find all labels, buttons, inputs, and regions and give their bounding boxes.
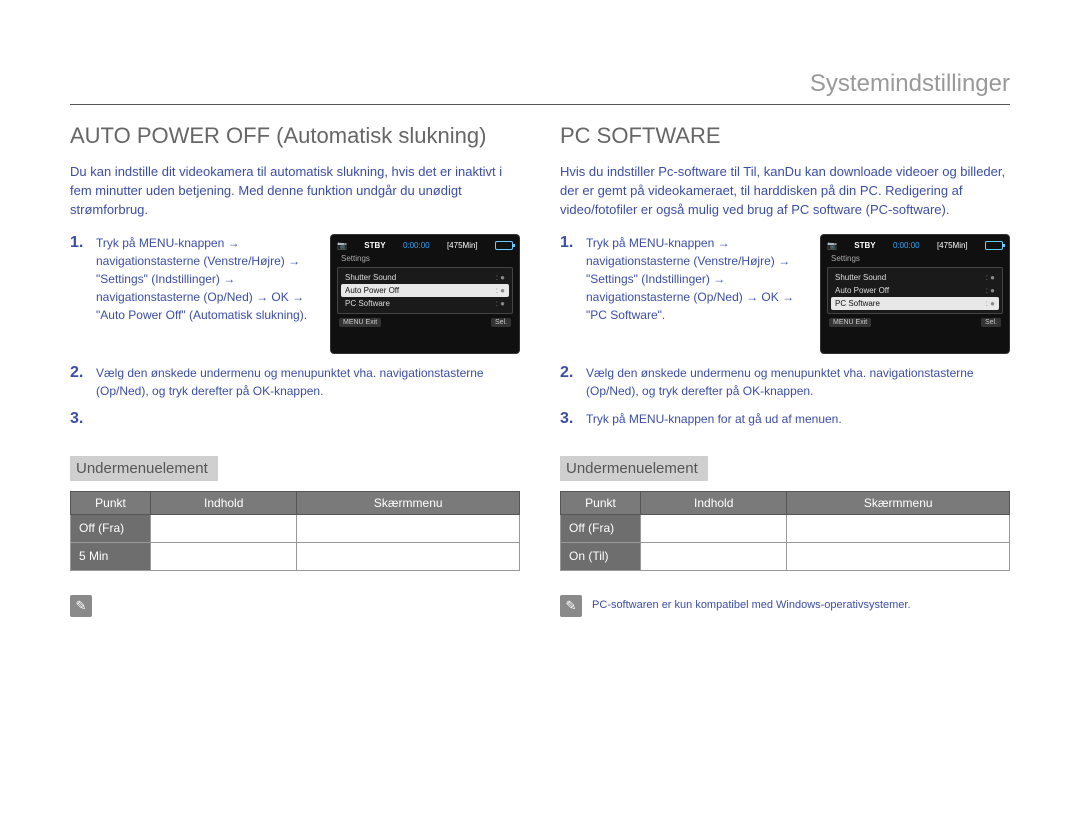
- lcd-camera-icon: 📷: [337, 241, 347, 250]
- lcd-ok-label: Sel.: [491, 318, 511, 327]
- lcd-ok-label: Sel.: [981, 318, 1001, 327]
- note-icon: ✎: [70, 595, 92, 617]
- th-punkt: Punkt: [561, 491, 641, 514]
- cell-menu: [297, 514, 520, 542]
- lcd-remain: [475Min]: [447, 241, 478, 250]
- cell-indhold: [151, 542, 297, 570]
- step-number: 2.: [70, 364, 88, 382]
- battery-icon: [495, 241, 513, 250]
- left-submenu-heading: Undermenuelement: [70, 456, 218, 481]
- lcd-menu: Shutter Sound: ● Auto Power Off: ● PC So…: [337, 267, 513, 314]
- cell-punkt: Off (Fra): [561, 514, 641, 542]
- lcd-exit-label: MENU Exit: [829, 318, 871, 327]
- lcd-stby: STBY: [364, 241, 385, 250]
- th-skaermmenu: Skærmmenu: [787, 491, 1010, 514]
- cell-indhold: [641, 542, 787, 570]
- th-punkt: Punkt: [71, 491, 151, 514]
- lcd-menu-item: Auto Power Off: ●: [831, 284, 999, 297]
- note-icon: ✎: [560, 595, 582, 617]
- left-step1-row: 1. Tryk på MENU-knappen → navigationstas…: [70, 234, 520, 354]
- lcd-menu-item: PC Software: ●: [341, 297, 509, 310]
- table-header-row: Punkt Indhold Skærmmenu: [561, 491, 1010, 514]
- th-indhold: Indhold: [151, 491, 297, 514]
- left-lcd-preview: 📷 STBY 0:00:00 [475Min] Settings Shutter…: [330, 234, 520, 354]
- right-column: PC SOFTWARE Hvis du indstiller Pc-softwa…: [560, 123, 1010, 617]
- step-number: 3.: [560, 410, 578, 428]
- lcd-stby: STBY: [854, 241, 875, 250]
- right-submenu-table: Punkt Indhold Skærmmenu Off (Fra) On (Ti…: [560, 491, 1010, 571]
- battery-icon: [985, 241, 1003, 250]
- lcd-settings-label: Settings: [831, 254, 1003, 263]
- lcd-remain: [475Min]: [937, 241, 968, 250]
- lcd-exit-label: MENU Exit: [339, 318, 381, 327]
- step-text: Vælg den ønskede undermenu og menupunkte…: [96, 364, 520, 400]
- cell-menu: [297, 542, 520, 570]
- lcd-menu-item: Shutter Sound: ●: [831, 271, 999, 284]
- step-number: 3.: [70, 410, 88, 428]
- cell-indhold: [641, 514, 787, 542]
- th-skaermmenu: Skærmmenu: [297, 491, 520, 514]
- th-indhold: Indhold: [641, 491, 787, 514]
- right-lcd-preview: 📷 STBY 0:00:00 [475Min] Settings Shutter…: [820, 234, 1010, 354]
- left-intro: Du kan indstille dit videokamera til aut…: [70, 163, 520, 220]
- lcd-menu-item-selected: Auto Power Off: ●: [341, 284, 509, 297]
- cell-punkt: Off (Fra): [71, 514, 151, 542]
- right-step3-row: 3. Tryk på MENU-knappen for at gå ud af …: [560, 410, 1010, 428]
- left-submenu-table: Punkt Indhold Skærmmenu Off (Fra) 5 Min: [70, 491, 520, 571]
- cell-menu: [787, 514, 1010, 542]
- left-column: AUTO POWER OFF (Automatisk slukning) Du …: [70, 123, 520, 617]
- page-header: Systemindstillinger: [70, 70, 1010, 105]
- lcd-camera-icon: 📷: [827, 241, 837, 250]
- note-text: PC-softwaren er kun kompatibel med Windo…: [592, 595, 911, 613]
- table-header-row: Punkt Indhold Skærmmenu: [71, 491, 520, 514]
- cell-menu: [787, 542, 1010, 570]
- cell-indhold: [151, 514, 297, 542]
- table-row: 5 Min: [71, 542, 520, 570]
- left-note: ✎: [70, 595, 520, 617]
- right-intro: Hvis du indstiller Pc-software til Til, …: [560, 163, 1010, 220]
- step-number: 1.: [70, 234, 88, 252]
- table-row: On (Til): [561, 542, 1010, 570]
- step-number: 1.: [560, 234, 578, 252]
- content-columns: AUTO POWER OFF (Automatisk slukning) Du …: [70, 123, 1010, 617]
- step-number: 2.: [560, 364, 578, 382]
- lcd-menu-item: Shutter Sound: ●: [341, 271, 509, 284]
- lcd-time: 0:00:00: [893, 241, 920, 250]
- lcd-time: 0:00:00: [403, 241, 430, 250]
- table-row: Off (Fra): [71, 514, 520, 542]
- lcd-menu-item-selected: PC Software: ●: [831, 297, 999, 310]
- left-section-title: AUTO POWER OFF (Automatisk slukning): [70, 123, 520, 149]
- step-text: Tryk på MENU-knappen → navigationstaster…: [586, 234, 808, 324]
- table-row: Off (Fra): [561, 514, 1010, 542]
- cell-punkt: 5 Min: [71, 542, 151, 570]
- right-section-title: PC SOFTWARE: [560, 123, 1010, 149]
- right-step1-row: 1. Tryk på MENU-knappen → navigationstas…: [560, 234, 1010, 354]
- step-text: Tryk på MENU-knappen → navigationstaster…: [96, 234, 318, 324]
- left-step3-row: 3.: [70, 410, 520, 428]
- cell-punkt: On (Til): [561, 542, 641, 570]
- lcd-settings-label: Settings: [341, 254, 513, 263]
- right-submenu-heading: Undermenuelement: [560, 456, 708, 481]
- step-text: Vælg den ønskede undermenu og menupunkte…: [586, 364, 1010, 400]
- step-text: Tryk på MENU-knappen for at gå ud af men…: [586, 410, 1010, 428]
- left-step2-row: 2. Vælg den ønskede undermenu og menupun…: [70, 364, 520, 400]
- right-step2-row: 2. Vælg den ønskede undermenu og menupun…: [560, 364, 1010, 400]
- lcd-menu: Shutter Sound: ● Auto Power Off: ● PC So…: [827, 267, 1003, 314]
- right-note: ✎ PC-softwaren er kun kompatibel med Win…: [560, 595, 1010, 617]
